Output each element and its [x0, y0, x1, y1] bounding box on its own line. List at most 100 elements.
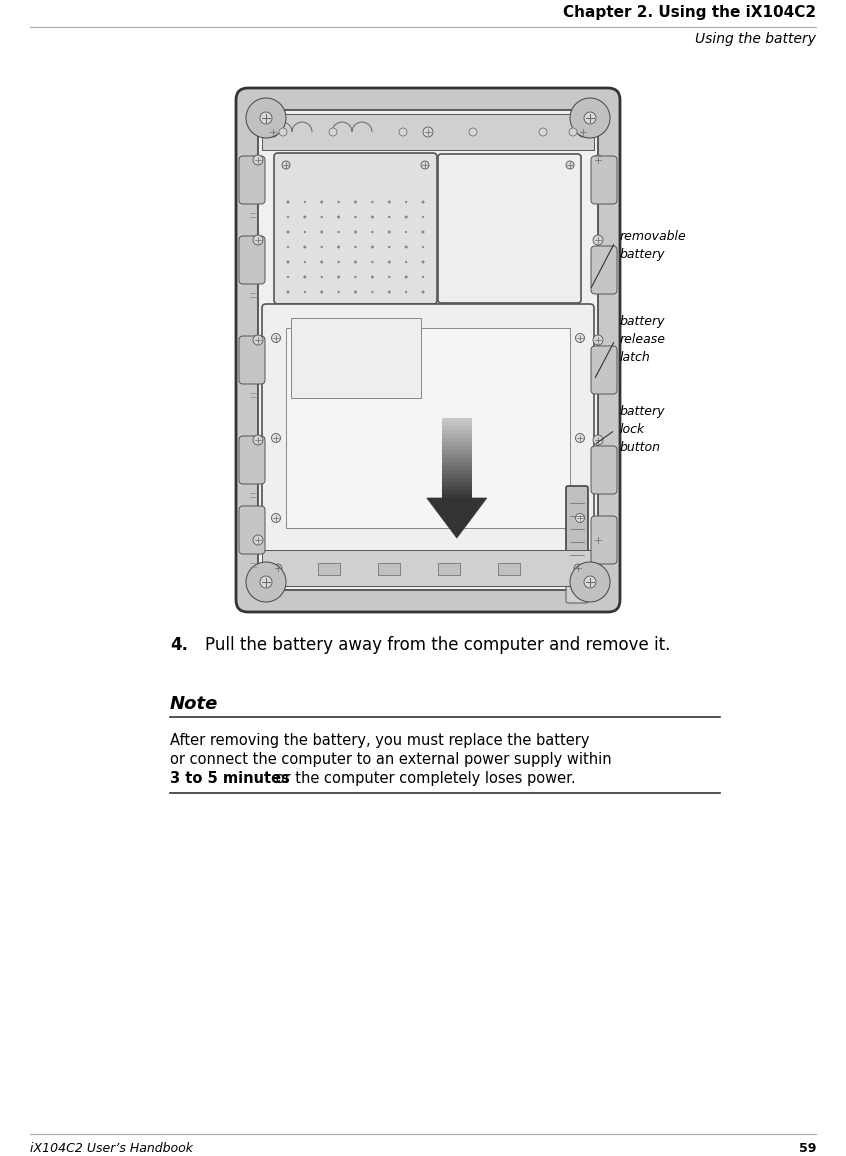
Circle shape [272, 333, 281, 342]
Circle shape [575, 333, 585, 342]
Circle shape [354, 246, 356, 247]
FancyBboxPatch shape [239, 436, 265, 484]
Circle shape [405, 216, 407, 218]
Circle shape [304, 216, 306, 218]
Circle shape [388, 246, 390, 247]
Text: 3 to 5 minutes: 3 to 5 minutes [170, 771, 290, 786]
Circle shape [371, 231, 373, 232]
Circle shape [287, 261, 289, 264]
FancyBboxPatch shape [591, 446, 617, 494]
Circle shape [253, 155, 263, 165]
Text: or the computer completely loses power.: or the computer completely loses power. [271, 771, 575, 786]
Bar [498, 563, 520, 575]
Circle shape [423, 127, 433, 138]
Text: or connect the computer to an external power supply within: or connect the computer to an external p… [170, 753, 612, 766]
Text: battery
lock
button: battery lock button [620, 405, 666, 454]
Circle shape [354, 291, 357, 294]
Circle shape [321, 261, 323, 264]
Circle shape [253, 335, 263, 344]
Text: battery
release
latch: battery release latch [620, 314, 666, 364]
FancyBboxPatch shape [566, 575, 588, 603]
Circle shape [354, 276, 356, 277]
Circle shape [338, 246, 340, 249]
Circle shape [569, 128, 577, 136]
Text: Using the battery: Using the battery [695, 32, 816, 46]
Bar [262, 114, 594, 150]
Circle shape [321, 216, 322, 217]
Circle shape [388, 276, 390, 277]
Bar [442, 458, 472, 462]
Circle shape [399, 128, 407, 136]
Circle shape [260, 576, 272, 588]
Bar [442, 470, 472, 474]
Circle shape [566, 161, 574, 169]
Circle shape [246, 98, 286, 138]
Circle shape [354, 201, 357, 203]
Bar [291, 318, 421, 398]
Bar [442, 418, 472, 422]
Circle shape [253, 535, 263, 544]
Bar [378, 563, 400, 575]
Circle shape [575, 513, 585, 523]
Circle shape [304, 276, 306, 279]
Circle shape [371, 261, 373, 262]
Bar [262, 550, 594, 586]
Circle shape [405, 261, 407, 262]
Bar [442, 494, 472, 498]
Circle shape [593, 155, 603, 165]
Circle shape [593, 435, 603, 445]
FancyBboxPatch shape [438, 154, 581, 303]
Circle shape [371, 216, 374, 218]
Circle shape [405, 276, 407, 279]
Circle shape [421, 161, 429, 169]
Circle shape [282, 161, 290, 169]
Circle shape [287, 246, 288, 247]
FancyBboxPatch shape [239, 236, 265, 284]
Text: After removing the battery, you must replace the battery: After removing the battery, you must rep… [170, 733, 590, 748]
Circle shape [570, 98, 610, 138]
Circle shape [388, 291, 391, 294]
Bar [442, 477, 472, 482]
Circle shape [371, 276, 374, 279]
Text: 59: 59 [799, 1142, 816, 1155]
Circle shape [268, 127, 278, 138]
Bar [442, 427, 472, 430]
Circle shape [253, 235, 263, 245]
Circle shape [422, 216, 424, 217]
Bar [438, 563, 460, 575]
Text: iX104C2 User’s Handbook: iX104C2 User’s Handbook [30, 1142, 193, 1155]
Circle shape [354, 231, 357, 234]
Bar [442, 474, 472, 477]
FancyBboxPatch shape [566, 486, 588, 570]
Bar [442, 486, 472, 490]
Bar [442, 434, 472, 438]
Circle shape [578, 127, 588, 138]
Circle shape [338, 201, 339, 203]
Circle shape [593, 535, 603, 544]
Circle shape [304, 246, 306, 249]
Circle shape [338, 291, 339, 292]
Circle shape [354, 261, 357, 264]
Circle shape [539, 128, 547, 136]
Circle shape [321, 291, 323, 294]
Bar [442, 466, 472, 470]
Circle shape [321, 246, 322, 247]
Circle shape [354, 216, 356, 217]
Circle shape [274, 564, 282, 572]
Text: removable
battery: removable battery [620, 230, 687, 261]
FancyBboxPatch shape [591, 516, 617, 564]
FancyBboxPatch shape [239, 506, 265, 554]
Circle shape [422, 201, 424, 203]
Bar [442, 438, 472, 442]
Bar [442, 446, 472, 450]
Text: 4.: 4. [170, 636, 188, 654]
Circle shape [593, 235, 603, 245]
Circle shape [371, 246, 374, 249]
Circle shape [321, 201, 323, 203]
Circle shape [329, 128, 337, 136]
Circle shape [304, 231, 305, 232]
Circle shape [422, 291, 424, 294]
FancyBboxPatch shape [258, 110, 598, 590]
FancyBboxPatch shape [262, 304, 594, 553]
Circle shape [338, 216, 340, 218]
